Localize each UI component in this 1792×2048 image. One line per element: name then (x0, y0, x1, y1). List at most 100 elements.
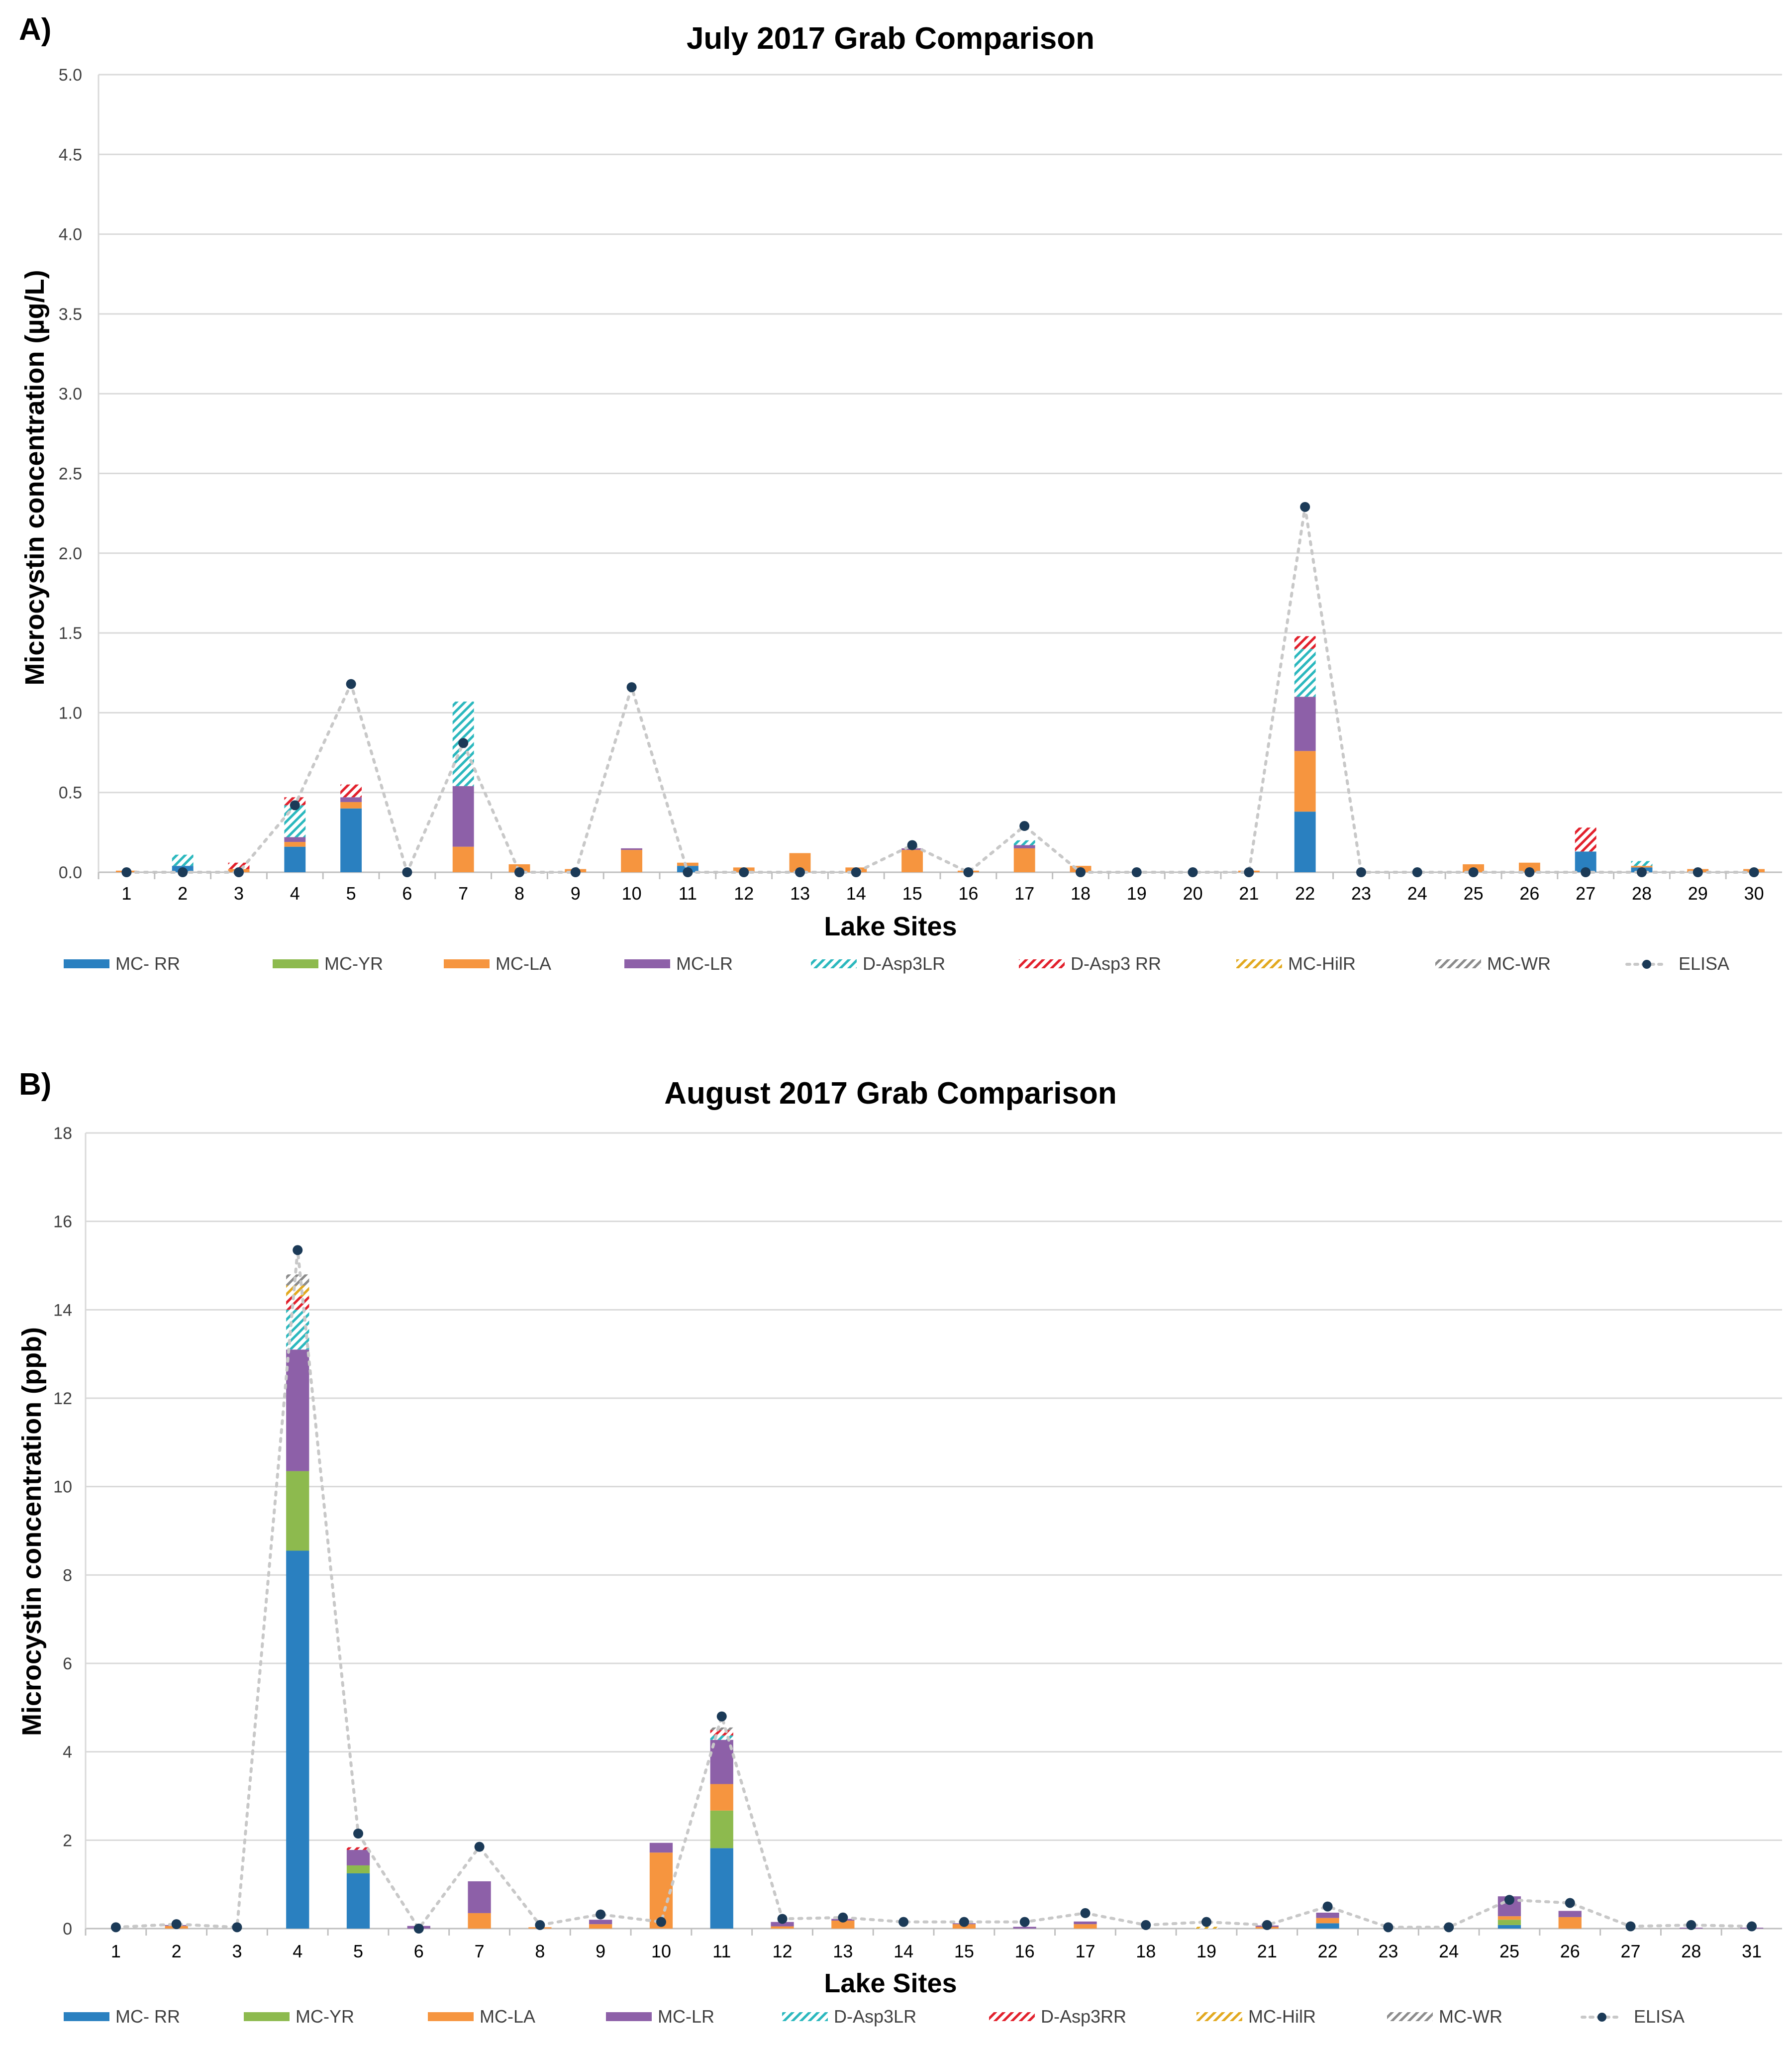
elisa-point (458, 738, 469, 748)
legend-label: MC-LA (496, 953, 551, 974)
bar-segment-mc_rr (346, 1873, 370, 1929)
bar-segment-d_asp3rr (1575, 827, 1596, 852)
elisa-point (110, 1922, 121, 1933)
elisa-point (963, 867, 974, 877)
legend-label: MC-WR (1487, 953, 1551, 974)
bar-segment-mc_la (771, 1926, 794, 1929)
bar-segment-mc_lr (1013, 1927, 1036, 1929)
elisa-point (907, 840, 917, 850)
bar-segment-mc_la (1631, 866, 1653, 868)
x-tick-label: 10 (622, 883, 642, 904)
legend-item-mc_lr: MC-LR (606, 2006, 714, 2027)
bar-segment-mc_lr (1013, 845, 1035, 848)
legend-label: D-Asp3 RR (1071, 953, 1161, 974)
y-tick-label: 2.5 (59, 465, 82, 484)
bar-segment-mc_rr (284, 846, 306, 872)
y-tick-label: 10 (53, 1478, 72, 1497)
y-tick-label: 5.0 (59, 66, 82, 85)
elisa-point (596, 1909, 606, 1920)
elisa-line (114, 1250, 1754, 1932)
legend-swatch (1196, 2012, 1242, 2021)
elisa-point (1749, 867, 1759, 877)
elisa-point (795, 867, 805, 877)
x-tick-label: 12 (734, 883, 754, 904)
x-tick-label: 23 (1351, 883, 1371, 904)
elisa-point (293, 1245, 303, 1255)
legend-label: ELISA (1679, 953, 1729, 974)
x-tick-label: 18 (1136, 1941, 1156, 1961)
x-tick-label: 22 (1318, 1941, 1338, 1961)
legend-item-elisa: ELISA (1625, 953, 1729, 974)
y-tick-label: 0 (63, 1920, 72, 1939)
x-tick-label: 30 (1744, 883, 1764, 904)
bar-segment-mc_la (340, 802, 362, 809)
bar-segment-mc_lr (621, 848, 643, 850)
x-tick-label: 14 (846, 883, 866, 904)
bar-segment-mc_yr (346, 1865, 370, 1873)
elisa-point (777, 1914, 788, 1924)
x-tick-label: 15 (902, 883, 922, 904)
x-tick-label: 19 (1127, 883, 1147, 904)
y-axis-label-a: Microcystin concentration (µg/L) (20, 270, 50, 685)
bar-segment-mc_la (468, 1913, 491, 1929)
y-tick-label: 1.0 (59, 704, 82, 722)
bar-segment-mc_lr (1558, 1911, 1582, 1917)
bar-segment-mc_la (677, 862, 698, 866)
legend-swatch-marker (1597, 2013, 1606, 2022)
y-tick-label: 16 (53, 1213, 72, 1231)
x-tick-label: 27 (1621, 1941, 1641, 1961)
elisa-point (234, 867, 244, 877)
bar-segment-mc_yr (286, 1471, 309, 1551)
y-tick-label: 4.5 (59, 145, 82, 164)
legend-label: D-Asp3RR (1041, 2006, 1126, 2027)
elisa-point (1300, 502, 1310, 512)
legend-swatch (1387, 2012, 1433, 2021)
legend-swatch (273, 959, 318, 968)
y-tick-label: 2 (63, 1831, 72, 1850)
x-tick-label: 28 (1681, 1941, 1701, 1961)
legend-swatch (64, 2012, 109, 2021)
elisa-point (232, 1922, 242, 1933)
x-tick-label: 8 (535, 1941, 545, 1961)
elisa-point (178, 867, 188, 877)
elisa-point (1201, 1917, 1212, 1927)
elisa-point (346, 679, 356, 689)
bar-segment-mc_la (1497, 1916, 1521, 1920)
bar-segment-mc_yr (1497, 1920, 1521, 1925)
legend-label: D-Asp3LR (863, 953, 945, 974)
legend-item-mc_lr: MC-LR (624, 953, 733, 974)
y-tick-label: 3.5 (59, 305, 82, 324)
bar-segment-d_asp3rr (346, 1847, 370, 1850)
elisa-point (1692, 867, 1703, 877)
elisa-point (1188, 867, 1198, 877)
x-tick-label: 31 (1742, 1941, 1762, 1961)
chart-title-b: August 2017 Grab Comparison (664, 1076, 1117, 1111)
bar-segment-mc_lr (468, 1881, 491, 1913)
bar-segment-mc_la (831, 1921, 855, 1929)
x-tick-label: 24 (1439, 1941, 1459, 1961)
bar-segment-mc_lr (340, 797, 362, 802)
legend-swatch (1435, 959, 1481, 968)
legend-item-mc_rr: MC- RR (64, 2006, 180, 2027)
bar-segment-mc_lr (346, 1849, 370, 1865)
bar-segment-mc_rr (340, 808, 362, 872)
bar-segment-d_asp3lr (284, 805, 306, 837)
elisa-point (683, 867, 693, 877)
x-tick-label: 24 (1407, 883, 1427, 904)
elisa-point (1244, 867, 1254, 877)
elisa-point (1141, 1920, 1151, 1930)
y-axis-label-b: Microcystin concentration (ppb) (17, 1327, 47, 1736)
elisa-point (1383, 1922, 1394, 1933)
bar-segment-mc_rr (710, 1848, 733, 1929)
elisa-point (1686, 1920, 1696, 1930)
elisa-point (171, 1919, 182, 1930)
elisa-point (413, 1924, 424, 1934)
legend-label: MC- RR (115, 2006, 180, 2027)
x-tick-label: 19 (1196, 1941, 1216, 1961)
bar-segment-mc_lr (1316, 1913, 1339, 1918)
legend-swatch (1236, 959, 1282, 968)
y-tick-label: 6 (63, 1654, 72, 1673)
elisa-point (1524, 867, 1535, 877)
x-tick-label: 28 (1632, 883, 1652, 904)
y-tick-label: 8 (63, 1566, 72, 1585)
